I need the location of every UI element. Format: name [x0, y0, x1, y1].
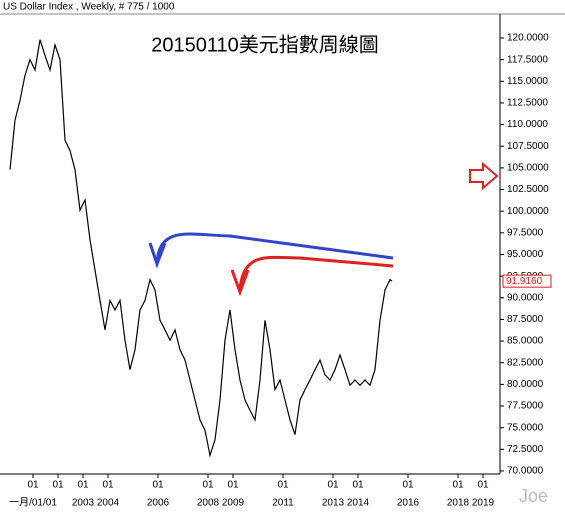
- x-year-label: 2019: [472, 498, 495, 509]
- x-year-label: 2008: [197, 498, 220, 509]
- x-year-label: 2011: [272, 498, 294, 509]
- y-tick-label: 117.5000: [507, 54, 548, 65]
- y-tick-label: 77.5000: [507, 401, 544, 412]
- y-tick-label: 80.0000: [507, 379, 544, 390]
- y-tick-label: 120.0000: [507, 33, 549, 44]
- y-tick-label: 70.0000: [507, 466, 544, 477]
- y-tick-label: 90.0000: [507, 292, 544, 303]
- x-tick-label: 01: [402, 480, 414, 491]
- x-year-label: 2013: [322, 498, 345, 509]
- watermark: Joe: [519, 486, 548, 506]
- y-tick-label: 85.0000: [507, 336, 544, 347]
- x-year-label: 2009: [222, 498, 245, 509]
- y-tick-label: 87.5000: [507, 314, 544, 325]
- x-tick-label: 01: [152, 480, 164, 491]
- x-year-label: 2003: [72, 498, 95, 509]
- header: US Dollar Index , Weekly, # 775 / 1000: [3, 2, 175, 13]
- x-year-label: 一月/01/01: [9, 497, 57, 509]
- x-year-label: 2006: [147, 498, 170, 509]
- arrow-head: [230, 269, 250, 297]
- chart-title: 20150110美元指數周線圖: [151, 33, 379, 56]
- x-tick-label: 01: [227, 480, 239, 491]
- y-tick-label: 105.0000: [507, 163, 549, 174]
- y-tick-label: 75.0000: [507, 422, 544, 433]
- x-tick-label: 01: [77, 480, 89, 491]
- y-tick-label: 97.5000: [507, 227, 544, 238]
- y-tick-label: 112.5000: [507, 98, 548, 109]
- x-year-label: 2014: [347, 498, 370, 509]
- last-price-box: [502, 274, 552, 288]
- x-tick-label: 01: [277, 480, 289, 491]
- x-year-label: 2004: [97, 498, 120, 509]
- x-year-label: 2018: [447, 498, 470, 509]
- x-year-label: 2016: [397, 498, 420, 509]
- x-tick-label: 01: [102, 480, 114, 491]
- arrow-head: [148, 242, 167, 269]
- y-tick-label: 72.5000: [507, 444, 544, 455]
- x-tick-label: 01: [452, 480, 464, 491]
- price-line: [9, 39, 393, 458]
- x-tick-label: 01: [27, 480, 39, 491]
- y-tick-label: 82.5000: [507, 357, 544, 368]
- right-arrow: [469, 161, 499, 191]
- x-tick-label: 01: [202, 480, 214, 491]
- y-tick-label: 102.5000: [507, 184, 549, 195]
- y-tick-label: 107.5000: [507, 141, 549, 152]
- y-tick-label: 115.0000: [507, 76, 548, 87]
- last-price-label: 91.9160: [506, 276, 543, 287]
- x-tick-label: 01: [477, 480, 489, 491]
- y-tick-label: 110.0000: [507, 119, 548, 130]
- y-tick-label: 95.0000: [507, 249, 544, 260]
- annotation-arrow: [238, 255, 394, 292]
- x-tick-label: 01: [352, 480, 364, 491]
- annotation-arrow: [155, 232, 394, 263]
- x-tick-label: 01: [52, 480, 64, 491]
- y-tick-label: 100.0000: [507, 206, 549, 217]
- x-tick-label: 01: [327, 480, 339, 491]
